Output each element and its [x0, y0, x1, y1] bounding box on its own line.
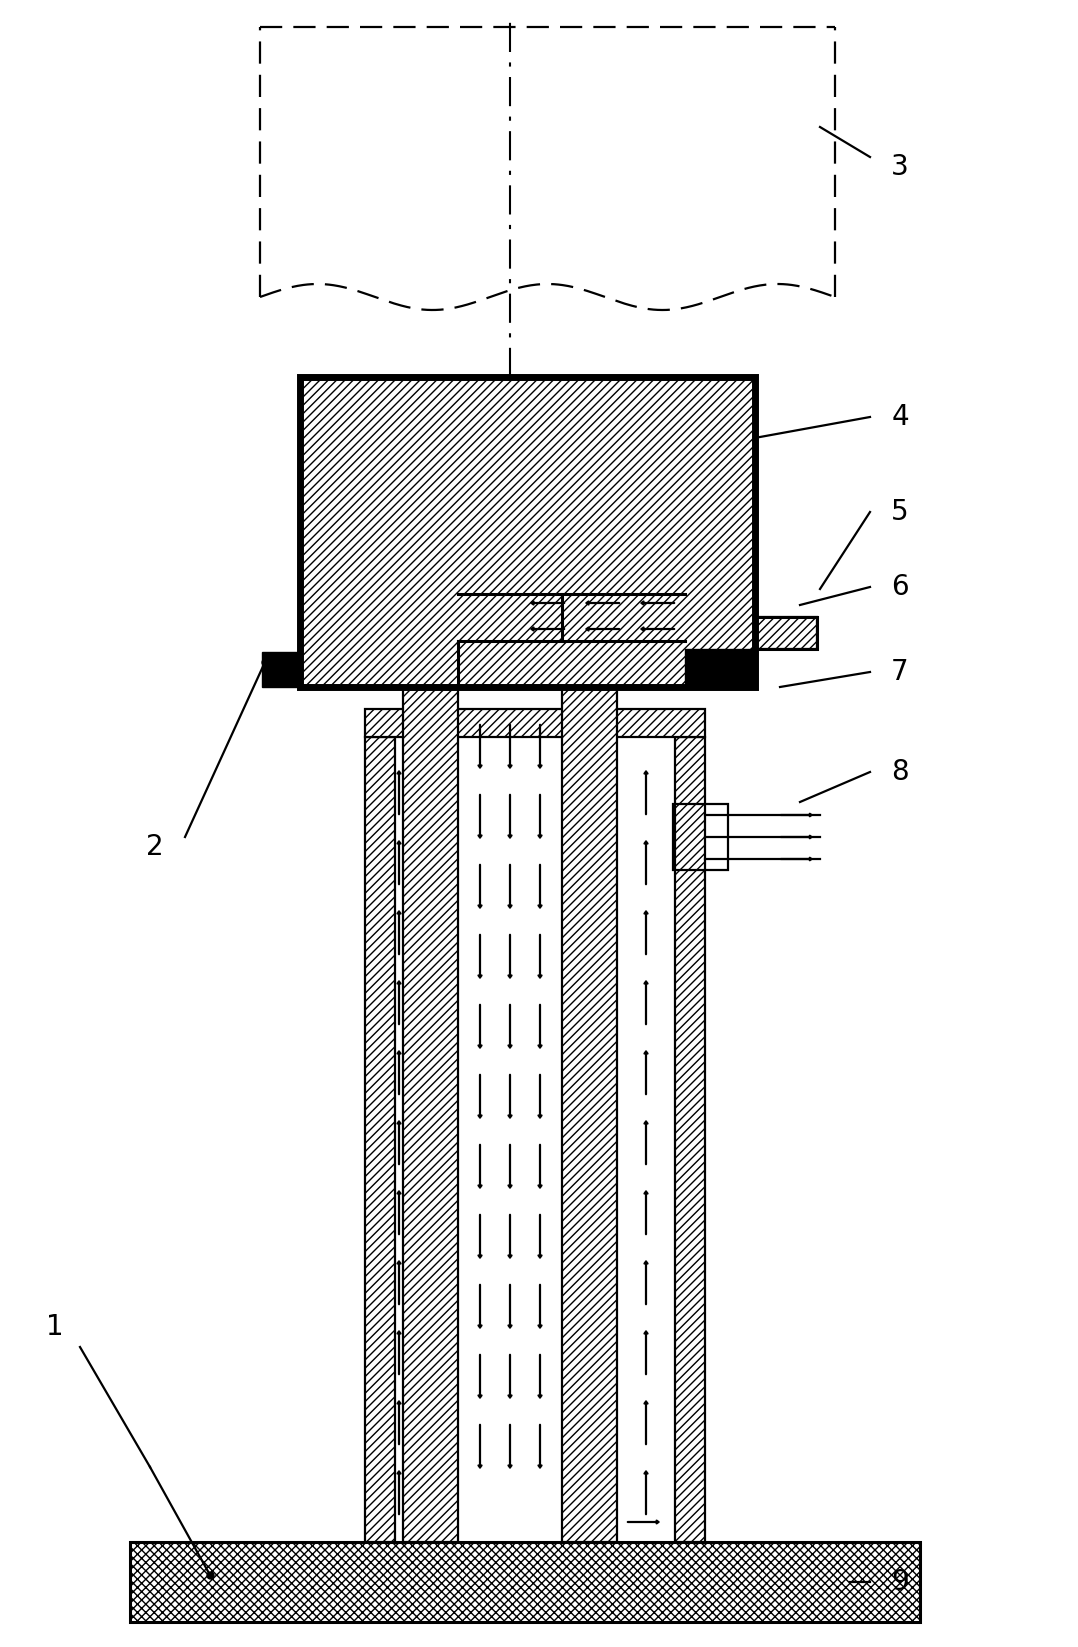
Text: 1: 1 [46, 1313, 64, 1341]
Text: 7: 7 [892, 659, 909, 687]
Bar [685, 649, 755, 687]
Bar [130, 1542, 920, 1622]
Bar [300, 377, 755, 687]
Bar [755, 618, 817, 649]
Bar [562, 687, 617, 1542]
Bar [673, 804, 728, 870]
Bar [403, 687, 458, 1542]
Bar [365, 736, 395, 1542]
Bar [365, 708, 705, 736]
Text: 4: 4 [892, 404, 909, 432]
Text: 5: 5 [892, 497, 909, 525]
Text: 6: 6 [892, 573, 909, 601]
Text: 2: 2 [147, 833, 164, 861]
Text: 8: 8 [892, 758, 909, 786]
Text: 9: 9 [892, 1568, 909, 1596]
Bar [300, 377, 755, 687]
Text: 3: 3 [892, 153, 909, 181]
Bar [675, 736, 705, 1542]
Bar [755, 618, 817, 649]
Bar [262, 652, 300, 687]
